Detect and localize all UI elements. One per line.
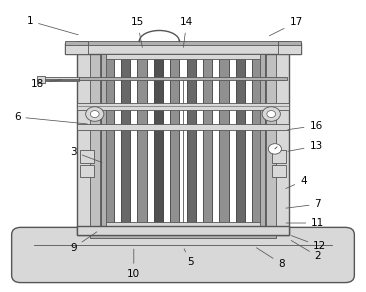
Bar <box>170 54 179 226</box>
Bar <box>37 76 45 83</box>
Bar <box>272 165 286 177</box>
Bar <box>278 41 302 45</box>
Bar <box>90 233 276 238</box>
Text: 1: 1 <box>27 16 78 35</box>
Text: 18: 18 <box>30 79 62 88</box>
Circle shape <box>262 107 280 121</box>
FancyBboxPatch shape <box>12 227 354 283</box>
Circle shape <box>86 107 104 121</box>
Bar <box>77 227 289 235</box>
Bar <box>265 47 289 235</box>
Bar <box>272 150 286 164</box>
Bar <box>42 77 79 81</box>
Bar <box>203 54 212 226</box>
Bar <box>259 54 265 226</box>
Bar <box>278 44 302 54</box>
Bar <box>77 47 101 235</box>
Bar <box>252 54 261 226</box>
Text: 13: 13 <box>288 141 323 151</box>
Text: 11: 11 <box>286 218 325 228</box>
Bar <box>64 44 302 54</box>
Bar <box>236 54 245 226</box>
Text: 4: 4 <box>286 176 307 188</box>
Bar <box>101 54 107 226</box>
Bar <box>105 54 114 226</box>
Bar <box>77 41 289 45</box>
Text: 15: 15 <box>131 18 144 47</box>
Text: 7: 7 <box>286 199 321 209</box>
Text: 17: 17 <box>269 18 303 36</box>
Text: 14: 14 <box>180 18 193 47</box>
Bar <box>154 54 163 226</box>
Bar <box>137 54 146 226</box>
Bar <box>64 44 88 54</box>
Bar <box>79 77 287 80</box>
Circle shape <box>268 144 281 154</box>
Text: 10: 10 <box>127 249 140 279</box>
Circle shape <box>267 111 276 117</box>
Bar <box>77 124 289 130</box>
Text: 8: 8 <box>257 248 285 269</box>
Bar <box>77 103 289 110</box>
Text: 6: 6 <box>14 112 87 124</box>
Bar <box>90 47 100 235</box>
Circle shape <box>90 111 99 117</box>
Bar <box>101 54 265 59</box>
Bar <box>121 54 130 226</box>
Text: 16: 16 <box>288 121 323 131</box>
Bar <box>220 54 229 226</box>
Bar <box>80 165 94 177</box>
Bar <box>64 41 88 45</box>
Bar <box>266 47 276 235</box>
Text: 12: 12 <box>291 236 326 251</box>
Bar <box>101 222 265 227</box>
Text: 9: 9 <box>70 232 97 253</box>
Text: 3: 3 <box>70 147 102 162</box>
Bar <box>77 226 289 235</box>
Text: 2: 2 <box>291 240 321 261</box>
Text: 5: 5 <box>184 249 194 267</box>
Bar <box>80 150 94 164</box>
Bar <box>187 54 196 226</box>
